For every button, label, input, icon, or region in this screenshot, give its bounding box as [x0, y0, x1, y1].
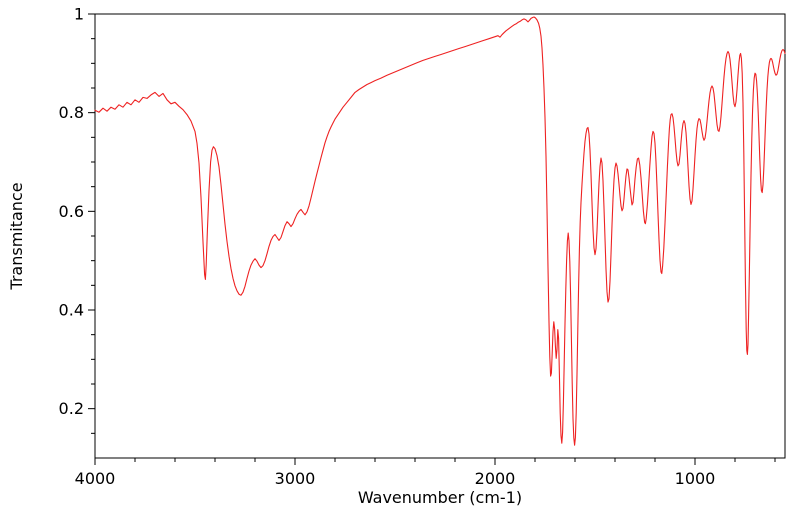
y-tick-label: 0.6 — [59, 202, 84, 221]
y-axis-title: Transmitance — [7, 182, 26, 290]
plot-frame — [94, 13, 786, 459]
x-tick-label: 2000 — [475, 469, 516, 488]
y-tick-label: 0.4 — [59, 301, 84, 320]
x-axis-title: Wavenumber (cm-1) — [358, 488, 522, 507]
y-tick-label: 0.8 — [59, 103, 84, 122]
x-tick-label: 3000 — [275, 469, 316, 488]
spectrum-line — [94, 16, 786, 446]
y-tick-label: 1 — [74, 5, 84, 24]
plot-area: 4000 3000 2000 1000 0.2 0.4 0.6 0.8 1 — [59, 5, 786, 488]
x-tick-label: 4000 — [75, 469, 116, 488]
y-tick-label: 0.2 — [59, 399, 84, 418]
x-tick-label: 1000 — [675, 469, 716, 488]
